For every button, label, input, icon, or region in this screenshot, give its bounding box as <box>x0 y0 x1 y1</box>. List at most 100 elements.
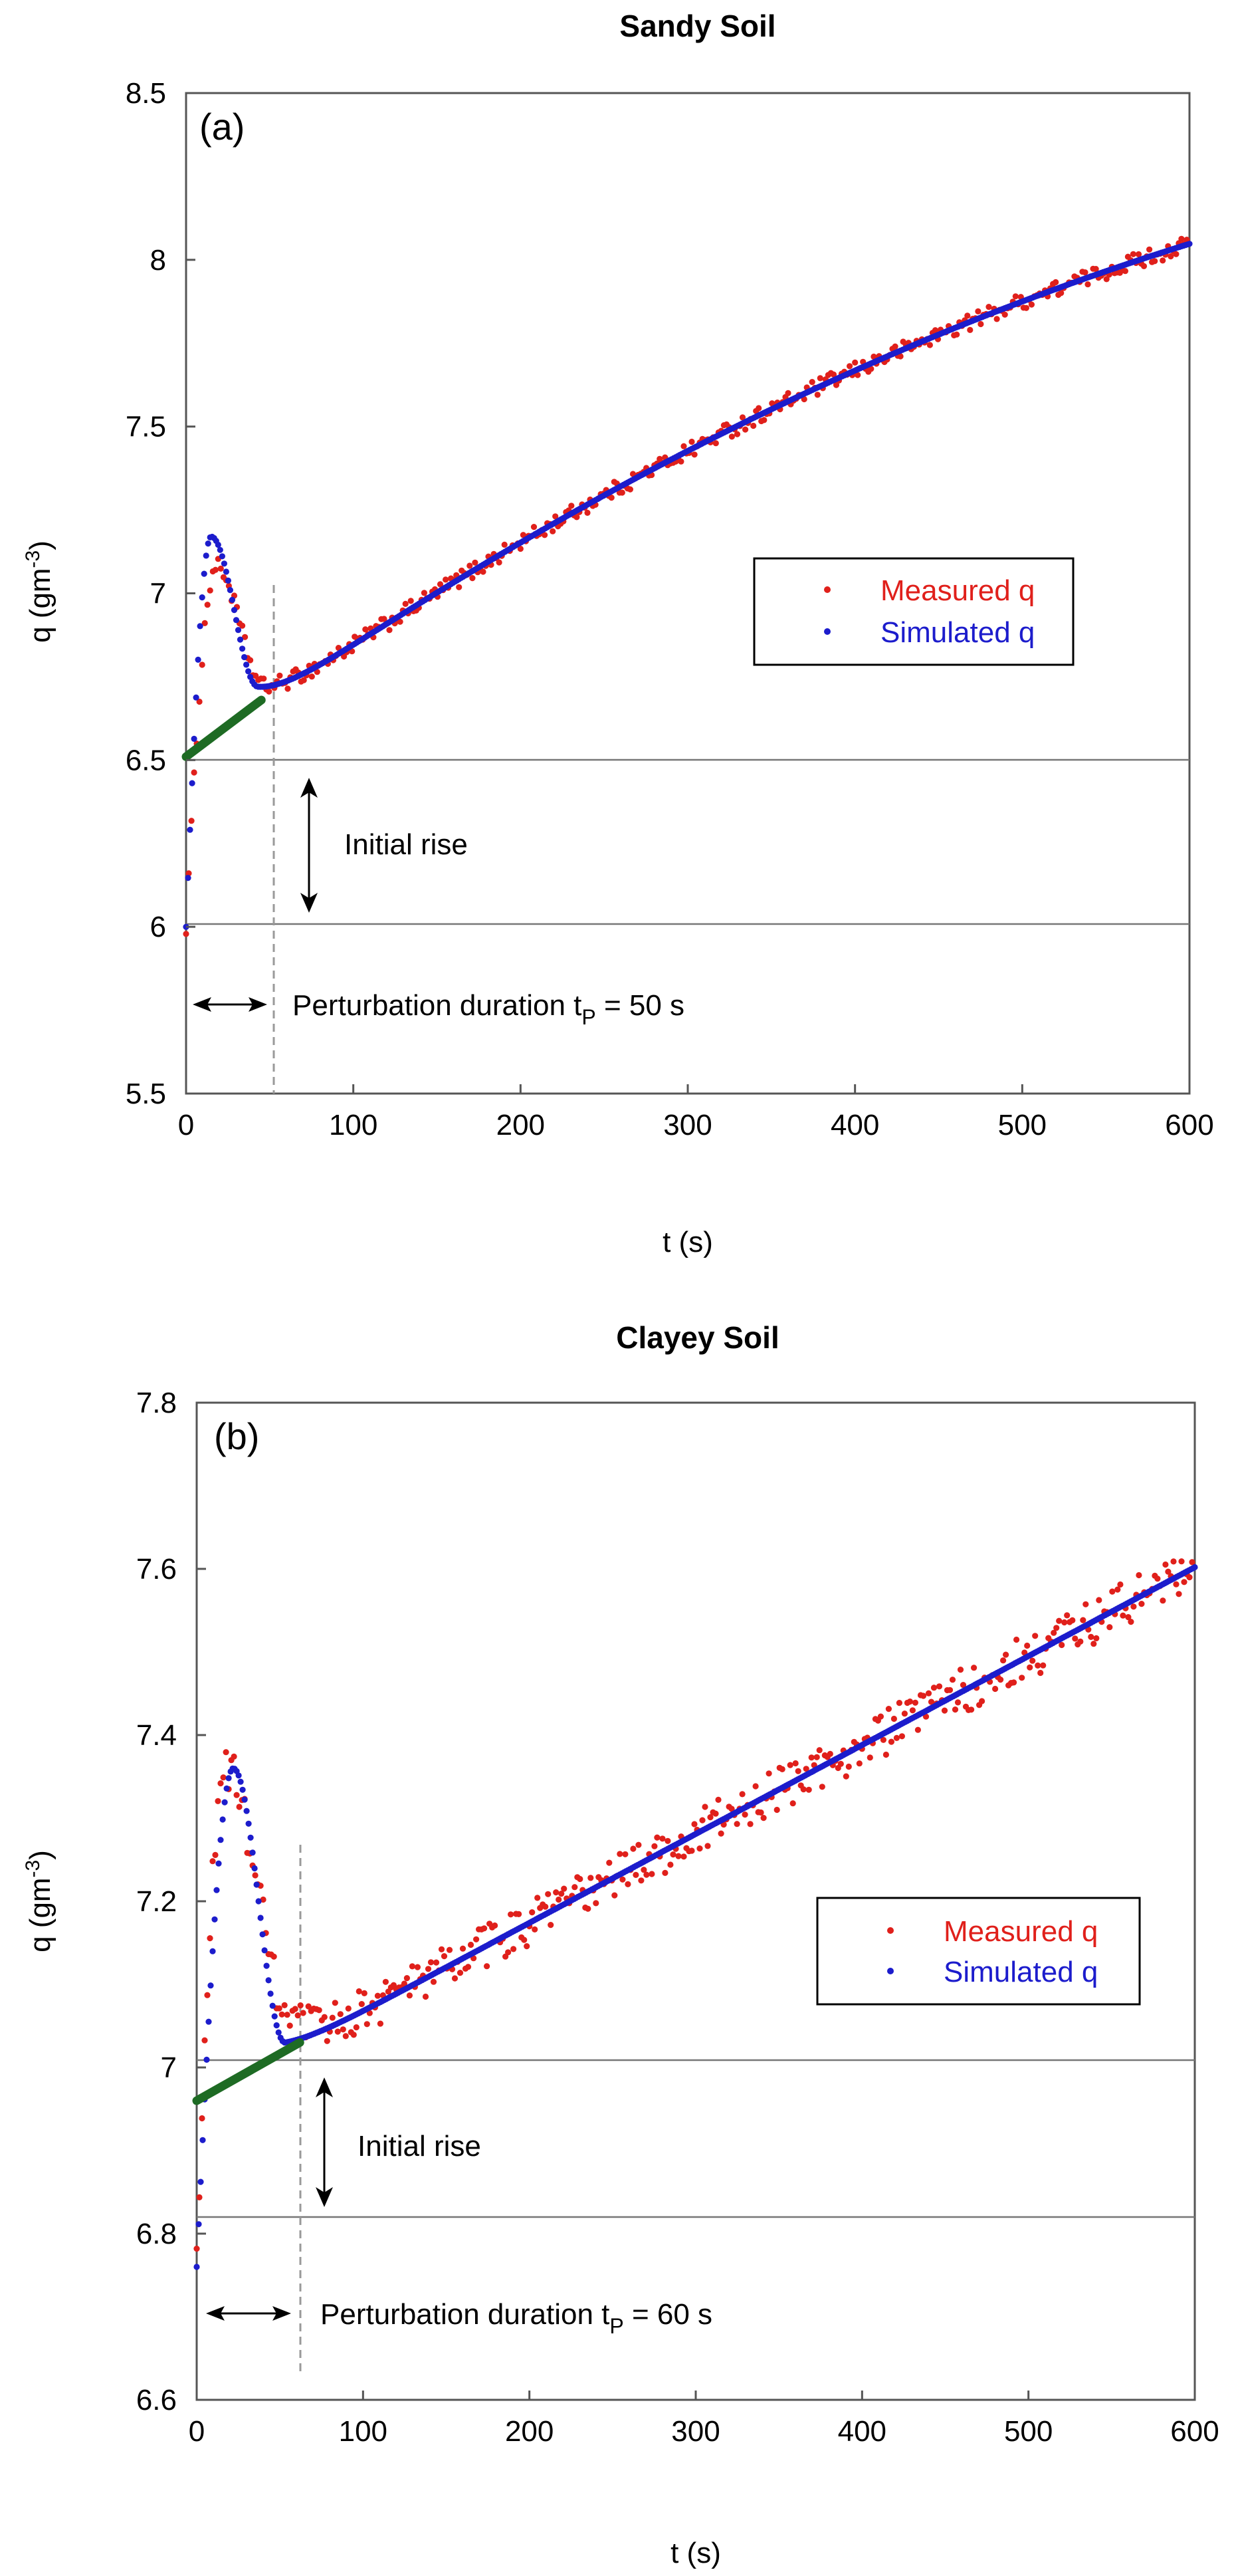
data-point <box>856 1760 863 1767</box>
data-point <box>407 598 414 604</box>
data-point <box>467 1941 474 1948</box>
data-point <box>675 1853 682 1859</box>
data-point <box>619 1876 626 1883</box>
data-point <box>271 2013 278 2020</box>
data-point <box>362 626 369 633</box>
data-point <box>734 1821 740 1827</box>
data-point <box>451 1975 459 1982</box>
data-point <box>890 1715 897 1722</box>
data-point <box>805 1786 812 1793</box>
data-point <box>1130 1603 1137 1610</box>
legend-label-measured-a: Measured q <box>880 574 1035 607</box>
data-point <box>363 2021 370 2028</box>
y-tick-label: 6.6 <box>136 2384 177 2416</box>
data-point <box>971 1665 977 1671</box>
data-point <box>715 1796 722 1803</box>
data-point <box>542 1903 549 1910</box>
data-point <box>193 2264 200 2270</box>
data-point <box>270 1953 277 1960</box>
legend-a: Measured q Simulated q <box>753 557 1075 666</box>
data-point <box>191 769 197 776</box>
legend-box-b <box>816 1897 1141 2006</box>
data-point <box>443 576 449 583</box>
data-point <box>696 1845 703 1852</box>
data-point <box>680 443 687 449</box>
data-point <box>219 553 225 560</box>
data-point <box>957 1667 964 1673</box>
data-point <box>422 1993 429 2000</box>
data-point <box>213 1887 220 1893</box>
data-point <box>231 1753 237 1760</box>
data-point <box>901 1710 908 1717</box>
data-point <box>1027 1664 1033 1671</box>
initial-rise-label-b: Initial rise <box>358 2130 481 2163</box>
data-point <box>843 1773 849 1780</box>
data-point <box>496 559 502 566</box>
data-point <box>968 1706 975 1713</box>
data-point <box>752 1783 759 1790</box>
data-point <box>552 513 559 520</box>
legend-label-simulated-a: Simulated q <box>880 616 1035 649</box>
legend-label-simulated-b: Simulated q <box>944 1956 1098 1988</box>
data-point <box>892 343 898 350</box>
data-point <box>993 316 1000 322</box>
data-point <box>888 1738 894 1745</box>
data-point <box>1051 1629 1057 1636</box>
data-point <box>914 1726 921 1733</box>
data-point <box>941 1707 948 1714</box>
data-point <box>225 577 231 584</box>
data-point <box>188 818 195 824</box>
data-points-a <box>181 235 1193 937</box>
data-point <box>1162 1561 1169 1568</box>
data-point <box>952 1706 959 1713</box>
data-point <box>704 1843 711 1849</box>
data-point <box>457 1970 464 1976</box>
x-tick-label: 500 <box>1004 2415 1053 2448</box>
data-point <box>464 1964 472 1970</box>
data-point <box>197 2178 204 2185</box>
data-point <box>833 382 840 388</box>
data-point <box>1011 1679 1017 1686</box>
data-point <box>960 1682 967 1689</box>
panel-a: Sandy Soil (a) Initial rise Perturbation… <box>22 9 1214 1258</box>
data-point <box>406 1992 413 1999</box>
data-point <box>635 1841 642 1848</box>
data-point <box>1082 1601 1089 1607</box>
data-point <box>1176 1591 1182 1597</box>
data-point <box>409 1963 416 1970</box>
x-tick-label: 400 <box>831 1109 879 1141</box>
data-point <box>241 653 248 661</box>
data-point <box>284 685 291 692</box>
series-simulated <box>193 1564 1198 2270</box>
perturbation-arrow-b <box>206 2306 291 2321</box>
data-point <box>501 541 508 548</box>
data-point <box>342 2033 349 2040</box>
x-tick-label: 400 <box>838 2415 886 2448</box>
legend-marker-simulated-a <box>824 628 831 635</box>
data-point <box>1029 1657 1036 1664</box>
data-point <box>925 1690 932 1697</box>
series-simulated <box>183 241 1193 930</box>
data-point <box>997 1677 1004 1683</box>
data-point <box>245 668 252 675</box>
legend-marker-measured-b <box>887 1927 894 1934</box>
data-point <box>662 1869 668 1876</box>
data-point <box>882 1751 889 1758</box>
data-point <box>593 1900 599 1907</box>
data-point <box>734 431 741 437</box>
data-point <box>358 2001 365 2008</box>
data-point <box>803 1766 809 1772</box>
data-point <box>622 1851 629 1857</box>
data-point <box>936 1683 943 1690</box>
data-point <box>300 2010 306 2016</box>
data-point <box>231 607 238 614</box>
data-point <box>212 566 219 573</box>
data-point <box>469 575 476 582</box>
data-point <box>909 1707 916 1714</box>
data-point <box>414 1964 421 1970</box>
data-point <box>201 2037 208 2044</box>
data-point <box>1160 257 1166 264</box>
data-point <box>837 1760 844 1767</box>
data-point <box>201 570 207 577</box>
